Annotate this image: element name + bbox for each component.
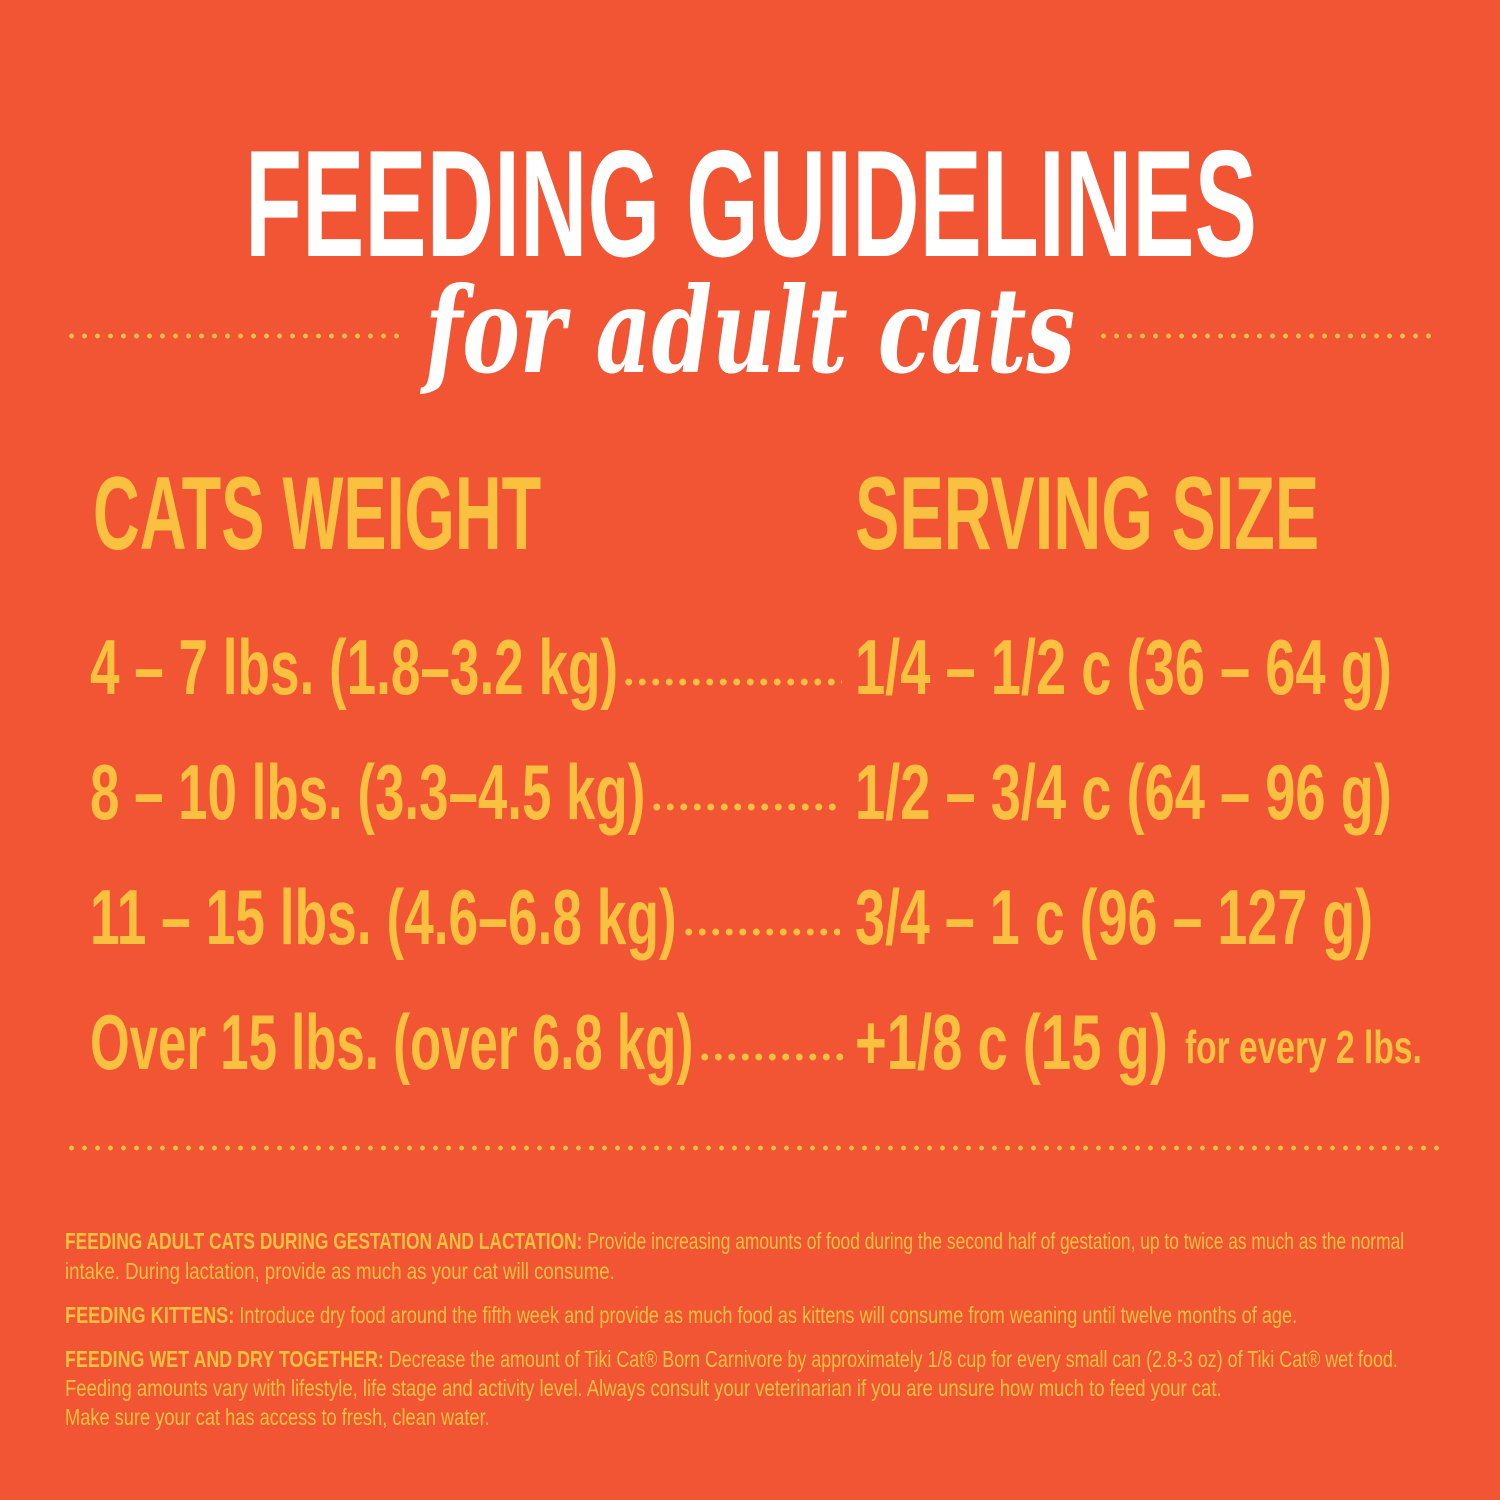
weight-column-header: CATS WEIGHT [93, 456, 542, 572]
page-subtitle: for adult cats [425, 261, 1076, 400]
serving-cell: 1/4 – 1/2 c (36 – 64 g) [855, 623, 1392, 711]
dot-leader [622, 678, 842, 686]
serving-column-header: SERVING SIZE [855, 456, 1320, 572]
footnote-text: Introduce dry food around the fifth week… [239, 1302, 1298, 1328]
footnote-heading: FEEDING WET AND DRY TOGETHER: [65, 1346, 384, 1372]
footnote-line: Make sure your cat has access to fresh, … [65, 1404, 490, 1430]
weight-cell: 11 – 15 lbs. (4.6–6.8 kg) [90, 873, 677, 961]
dot-leader [682, 928, 840, 936]
weight-cell: Over 15 lbs. (over 6.8 kg) [90, 998, 694, 1086]
dotted-divider-bottom [65, 1145, 1439, 1151]
serving-cell: 1/2 – 3/4 c (64 – 96 g) [855, 748, 1392, 836]
footnote-line: FEEDING WET AND DRY TOGETHER: Decrease t… [65, 1348, 1398, 1371]
weight-cell: 8 – 10 lbs. (3.3–4.5 kg) [90, 748, 646, 836]
dot-leader [650, 803, 840, 811]
footnote-line: intake. During lactation, provide as muc… [65, 1258, 615, 1284]
dot-leader [698, 1053, 844, 1061]
page-title: FEEDING GUIDELINES [245, 119, 1257, 289]
dotted-divider-left [65, 333, 407, 339]
footnote-line: Feeding amounts vary with lifestyle, lif… [65, 1375, 1222, 1401]
serving-cell: 3/4 – 1 c (96 – 127 g) [855, 873, 1374, 961]
serving-cell: +1/8 c (15 g) [855, 998, 1168, 1086]
serving-note: for every 2 lbs. [1185, 1021, 1422, 1073]
footnote-text: Provide increasing amounts of food durin… [587, 1228, 1405, 1254]
footnote-text: Decrease the amount of Tiki Cat® Born Ca… [388, 1346, 1398, 1372]
footnote-line: FEEDING ADULT CATS DURING GESTATION AND … [65, 1230, 1404, 1253]
footnote-heading: FEEDING KITTENS: [65, 1302, 235, 1328]
dotted-divider-right [1097, 333, 1439, 339]
footnote-heading: FEEDING ADULT CATS DURING GESTATION AND … [65, 1228, 583, 1254]
weight-cell: 4 – 7 lbs. (1.8–3.2 kg) [90, 623, 619, 711]
footnote-line: FEEDING KITTENS: Introduce dry food arou… [65, 1304, 1297, 1327]
